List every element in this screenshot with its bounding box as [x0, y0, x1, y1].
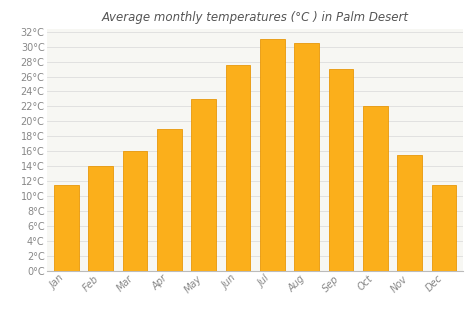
Bar	[294, 43, 319, 271]
Bar	[123, 151, 147, 271]
Bar	[260, 39, 285, 271]
Bar	[328, 69, 353, 271]
Bar	[363, 106, 388, 271]
Bar	[226, 65, 250, 271]
Bar	[432, 185, 456, 271]
Bar	[397, 155, 422, 271]
Bar	[191, 99, 216, 271]
Bar	[157, 129, 182, 271]
Bar	[88, 166, 113, 271]
Title: Average monthly temperatures (°C ) in Palm Desert: Average monthly temperatures (°C ) in Pa…	[101, 11, 409, 24]
Bar	[54, 185, 79, 271]
